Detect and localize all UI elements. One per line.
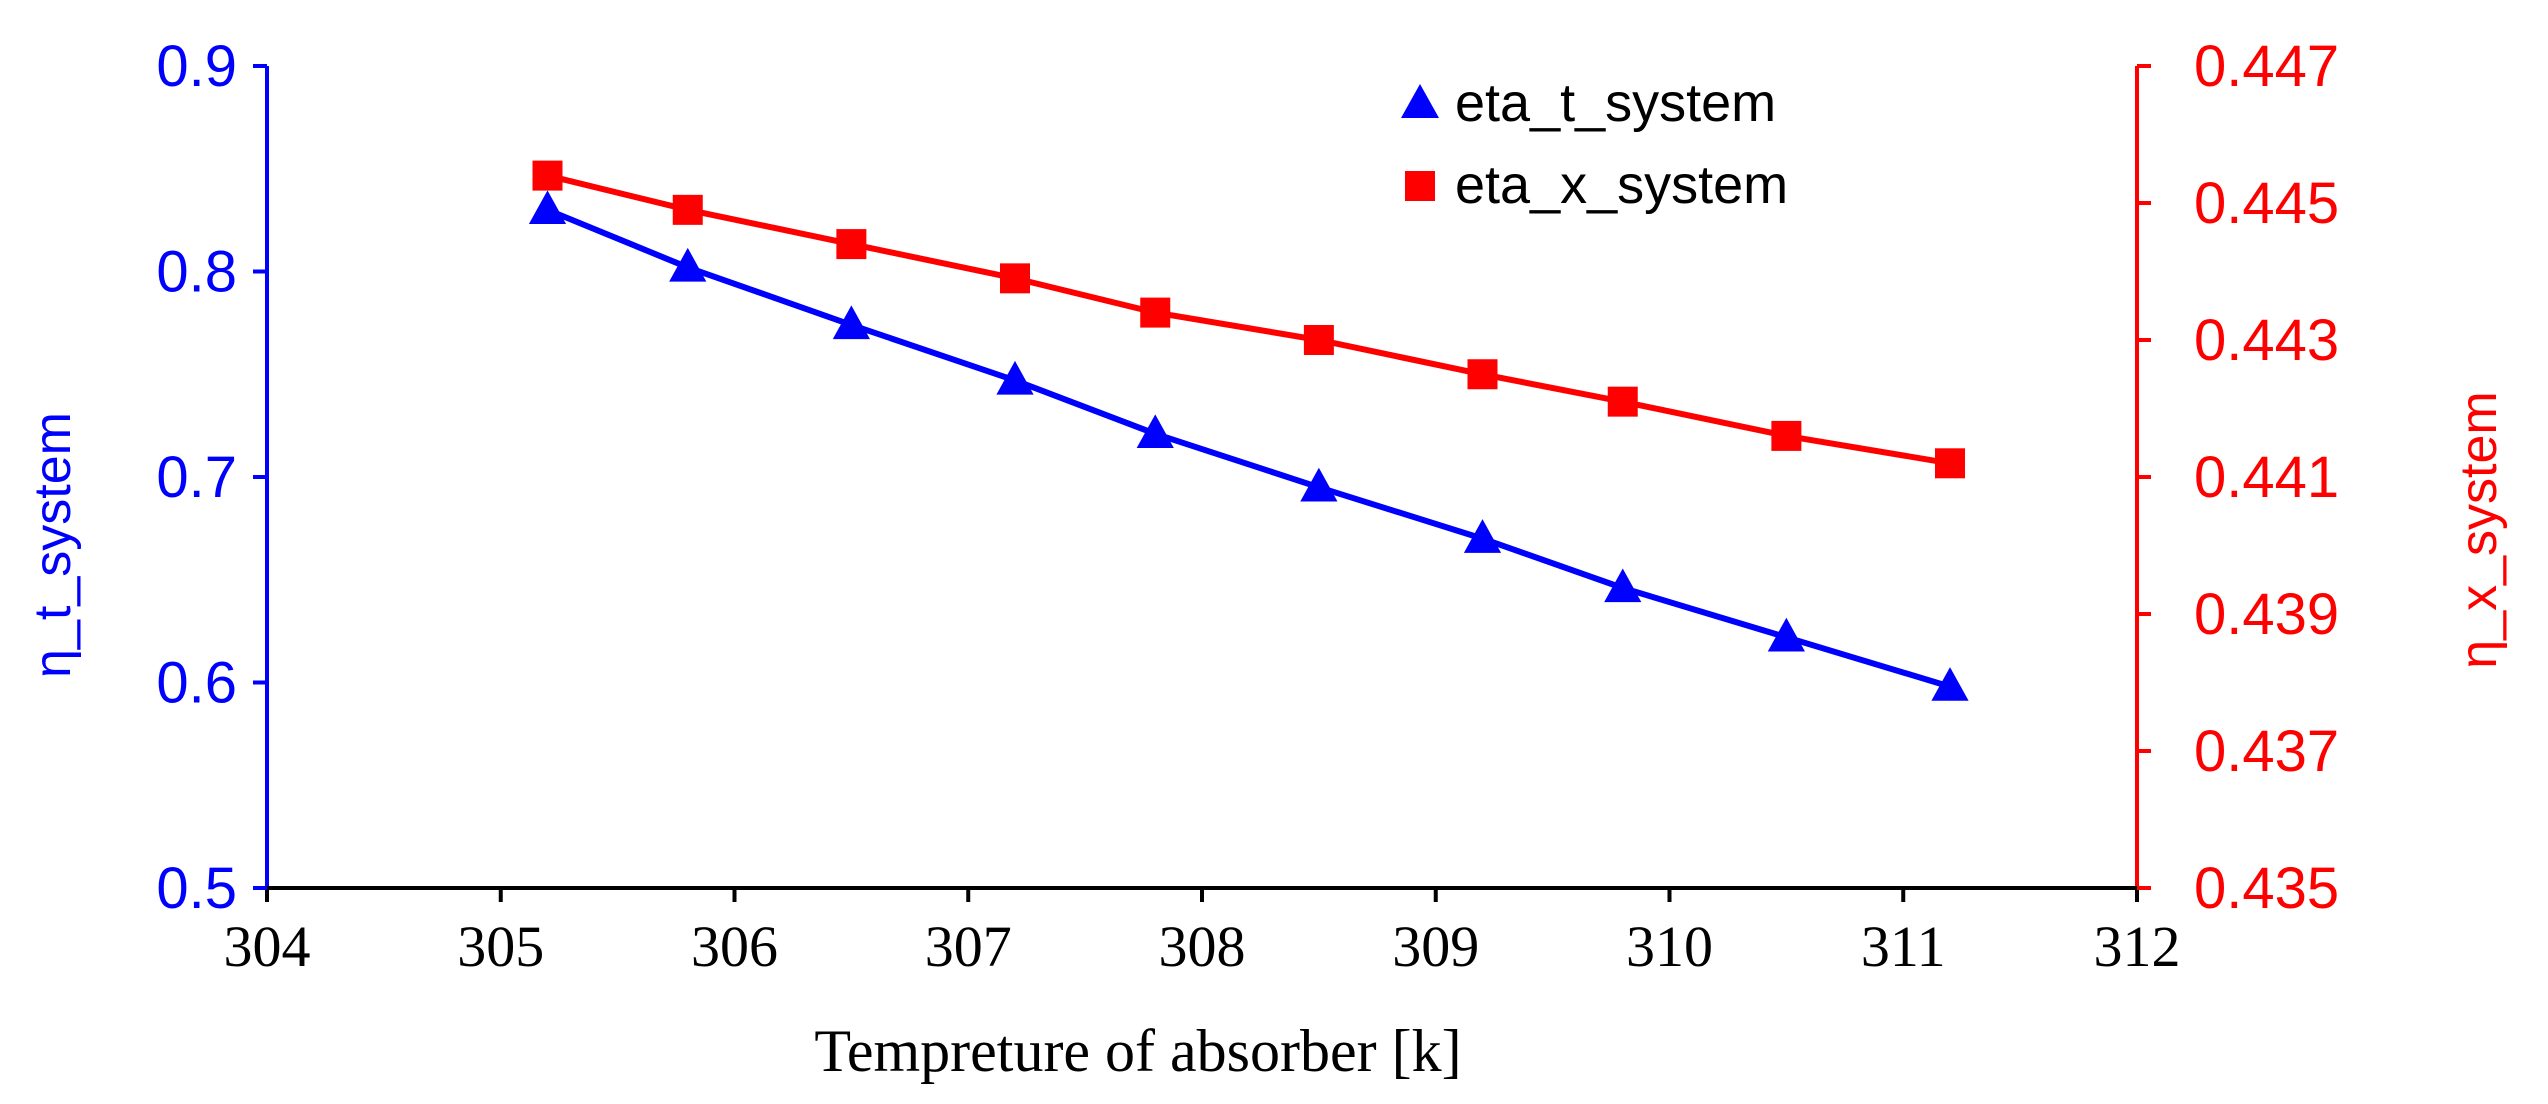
eta_t_system-point: [1463, 519, 1502, 553]
x-tick-label: 308: [1159, 914, 1246, 979]
left-y-tick-group: 0.5 0.6 0.7 0.8 0.9: [156, 34, 267, 921]
eta_t_system-point: [832, 305, 870, 340]
eta_t_system-point: [996, 360, 1034, 395]
legend-marker-triangle: [1401, 84, 1439, 118]
right-y-axis-title: η_x_system: [2450, 391, 2508, 668]
left-y-tick-label: 0.7: [156, 445, 237, 510]
eta_x_system-point: [672, 194, 703, 225]
eta_x_system-point: [1467, 359, 1498, 390]
left-y-tick-label: 0.6: [156, 651, 237, 716]
right-y-tick-group: 0.435 0.437 0.439 0.441 0.443 0.445 0.447: [2137, 34, 2339, 921]
eta_x_system-point: [532, 160, 563, 191]
eta_t_system-point: [1136, 414, 1174, 449]
eta_x_system-point: [1140, 297, 1171, 328]
x-tick-label: 309: [1392, 914, 1479, 979]
right-y-tick-label: 0.437: [2194, 719, 2339, 784]
x-tick-label: 306: [691, 914, 778, 979]
eta_t_system-point: [1931, 667, 1969, 701]
x-tick-label: 310: [1626, 914, 1713, 979]
right-y-tick-label: 0.447: [2194, 34, 2339, 99]
right-y-tick-label: 0.435: [2194, 856, 2339, 921]
eta_x_system-point: [1303, 325, 1334, 355]
left-y-tick-label: 0.8: [156, 240, 237, 305]
eta_t_system-line: [546, 207, 1951, 690]
eta_x_system-point: [1000, 263, 1030, 294]
legend-label-eta-x: eta_x_system: [1455, 155, 1788, 215]
x-tick-group: 304 305 306 307 308 309 310 311 312: [224, 888, 2181, 979]
x-tick-label: 312: [2094, 914, 2181, 979]
eta_t_system-point: [1604, 568, 1642, 603]
right-y-tick-label: 0.445: [2194, 171, 2339, 236]
eta_x_system-point: [1771, 420, 1802, 451]
x-tick-label: 305: [457, 914, 544, 979]
x-tick-label: 311: [1861, 914, 1946, 979]
x-tick-label: 307: [925, 914, 1012, 979]
eta_x_system-point: [1607, 386, 1638, 417]
series-layer: [528, 160, 1969, 701]
left-y-tick-label: 0.9: [156, 34, 237, 99]
eta_t_system-point: [669, 247, 707, 282]
chart-legend: eta_t_system eta_x_system: [1401, 73, 1788, 215]
right-y-tick-label: 0.439: [2194, 582, 2339, 647]
left-y-tick-label: 0.5: [156, 856, 237, 921]
series-eta_x_system: [532, 160, 1965, 479]
right-y-tick-label: 0.443: [2194, 308, 2339, 373]
eta_t_system-point: [1300, 467, 1338, 502]
eta_t_system-point: [528, 190, 567, 225]
eta_t_system-point: [1767, 617, 1805, 652]
legend-label-eta-t: eta_t_system: [1455, 73, 1776, 133]
eta_x_system-point: [836, 229, 867, 260]
left-y-axis-title: η_t_system: [24, 412, 82, 678]
series-eta_t_system: [528, 190, 1969, 701]
x-tick-label: 304: [224, 914, 311, 979]
eta_x_system-line: [546, 172, 1951, 467]
right-y-tick-label: 0.441: [2194, 445, 2339, 510]
legend-marker-square: [1405, 171, 1435, 201]
eta_x_system-point: [1935, 448, 1965, 479]
x-axis-title: Tempreture of absorber [k]: [814, 1018, 1461, 1084]
